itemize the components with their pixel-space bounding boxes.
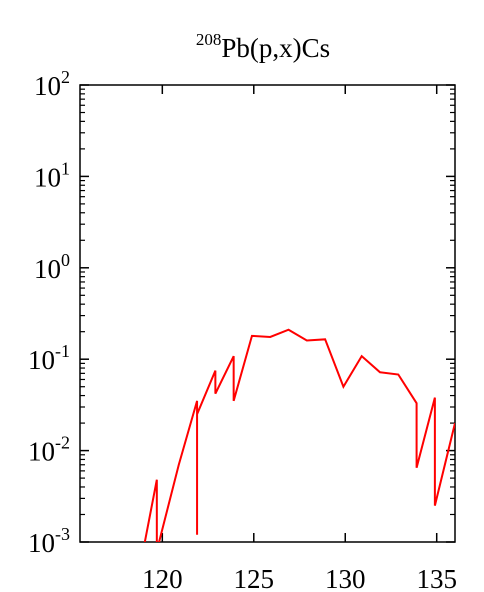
- plot-frame: [79, 84, 456, 543]
- series-layer: [143, 328, 455, 542]
- y-tick-label-exponent: 2: [61, 67, 70, 87]
- y-tick-label-base: 10: [28, 528, 55, 558]
- chart-title-main: Pb(p,x)Cs: [221, 33, 330, 63]
- y-tick-label: 10-1: [28, 341, 70, 375]
- y-tick-label-exponent: -3: [55, 524, 70, 544]
- series-line: [143, 328, 455, 542]
- y-tick-label-base: 10: [34, 162, 61, 192]
- y-tick-label-exponent: -2: [55, 433, 70, 453]
- y-tick-label: 100: [34, 250, 70, 284]
- y-tick-label: 10-3: [28, 524, 70, 558]
- x-tick-label: 120: [142, 564, 183, 592]
- y-tick-label-base: 10: [34, 71, 61, 101]
- x-axis-ticks: 120 125 130 135: [142, 85, 457, 592]
- x-tick-label: 135: [416, 564, 457, 592]
- y-tick-label: 10-2: [28, 433, 70, 467]
- y-tick-label-base: 10: [28, 345, 55, 375]
- y-tick-label-exponent: 1: [61, 158, 70, 178]
- y-tick-label-exponent: 0: [61, 250, 70, 270]
- y-tick-label: 101: [34, 158, 70, 192]
- chart-title: 208Pb(p,x)Cs: [196, 30, 330, 63]
- y-tick-label: 102: [34, 67, 70, 101]
- x-tick-label: 125: [234, 564, 275, 592]
- chart-title-superscript: 208: [196, 30, 222, 49]
- y-tick-label-base: 10: [34, 254, 61, 284]
- y-tick-label-exponent: -1: [55, 341, 70, 361]
- y-tick-label-base: 10: [28, 437, 55, 467]
- x-tick-label: 130: [325, 564, 366, 592]
